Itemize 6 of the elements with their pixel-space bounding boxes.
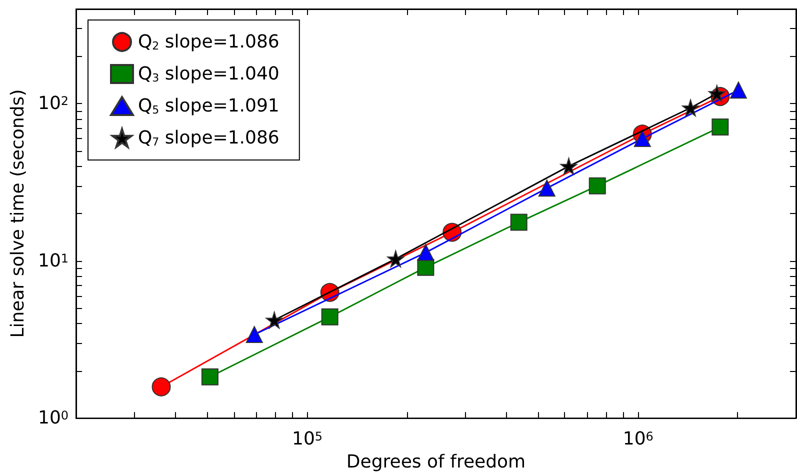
- x-axis-title: Degrees of freedom: [346, 452, 526, 472]
- y-axis-title: Linear solve time (seconds): [8, 89, 29, 338]
- legend-label: Q5 slope=1.091: [138, 96, 280, 116]
- legend-label: Q2 slope=1.086: [138, 32, 280, 52]
- legend-label: Q3 slope=1.040: [138, 64, 280, 84]
- legend-label: Q7 slope=1.086: [138, 128, 280, 148]
